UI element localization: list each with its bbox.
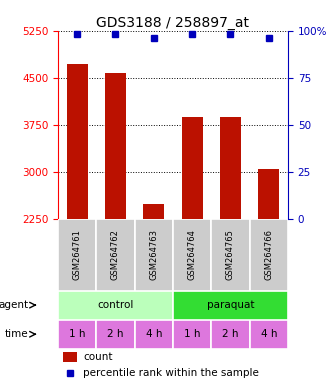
Bar [135,319,173,349]
Text: count: count [83,352,113,362]
Text: 1 h: 1 h [69,329,85,339]
Bar [96,219,135,291]
Bar [173,219,211,291]
Bar [173,291,288,319]
Text: GSM264766: GSM264766 [264,229,273,280]
Text: 2 h: 2 h [222,329,239,339]
Text: agent: agent [0,300,28,310]
Bar [135,219,173,291]
Bar [63,352,77,362]
Text: GSM264763: GSM264763 [149,229,158,280]
Bar [250,319,288,349]
Text: GSM264761: GSM264761 [72,229,82,280]
Bar [67,64,88,219]
Text: percentile rank within the sample: percentile rank within the sample [83,368,259,378]
Bar [143,204,164,219]
Bar [250,219,288,291]
Bar [58,219,96,291]
Bar [58,319,96,349]
Text: GSM264764: GSM264764 [188,229,197,280]
Text: 4 h: 4 h [260,329,277,339]
Text: paraquat: paraquat [207,300,254,310]
Text: GSM264762: GSM264762 [111,229,120,280]
Bar [211,319,250,349]
Bar [105,73,126,219]
Text: 1 h: 1 h [184,329,200,339]
Bar [220,117,241,219]
Text: 2 h: 2 h [107,329,124,339]
Bar [258,169,279,219]
Bar [211,219,250,291]
Text: control: control [97,300,134,310]
Text: GSM264765: GSM264765 [226,229,235,280]
Bar [182,117,203,219]
Bar [96,319,135,349]
Title: GDS3188 / 258897_at: GDS3188 / 258897_at [96,16,250,30]
Text: 4 h: 4 h [146,329,162,339]
Bar [173,319,211,349]
Text: time: time [4,329,28,339]
Bar [58,291,173,319]
